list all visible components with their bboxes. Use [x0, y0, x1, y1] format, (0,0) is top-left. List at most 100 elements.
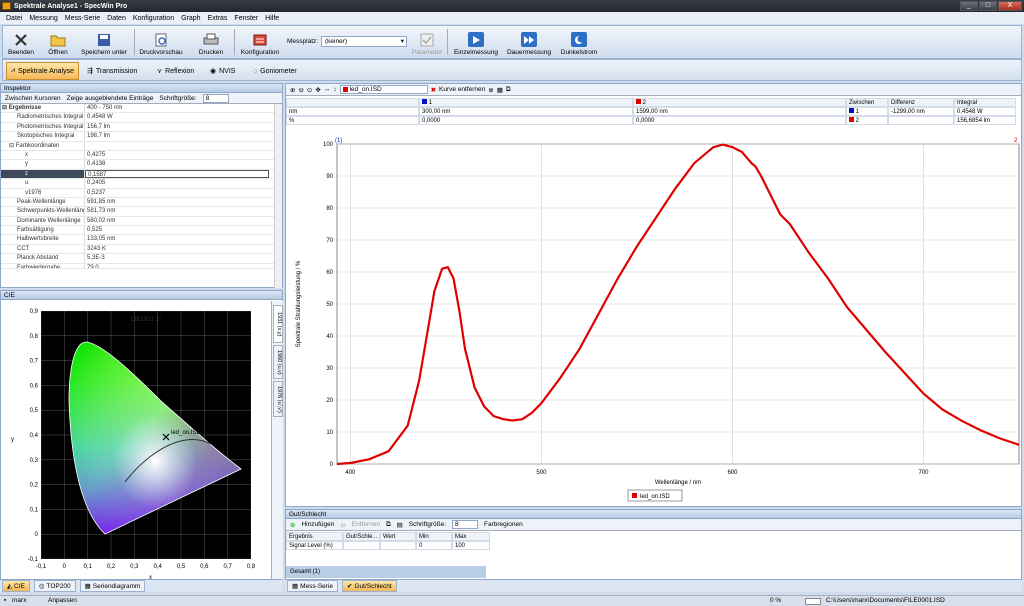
property-row-selected[interactable]: z 0,1587	[1, 169, 282, 180]
cursor1-label[interactable]: (1)	[335, 138, 342, 144]
tab-cie-1931[interactable]: 1931 (x,y)	[273, 305, 283, 343]
zoom-in-icon[interactable]: ⊕	[290, 86, 296, 94]
integral-header: Integral	[954, 98, 1016, 107]
einzelmessung-button[interactable]: Einzelmessung	[451, 27, 501, 58]
property-row[interactable]: Planck Abstand 5,3E-3	[1, 254, 282, 264]
minimize-button[interactable]: _	[960, 1, 978, 11]
tab-cie-1976[interactable]: 1976 (u',v')	[273, 381, 283, 417]
zoom-out-icon[interactable]: ⊖	[298, 86, 304, 94]
inspector-scrollbar[interactable]	[274, 104, 282, 288]
zeige-ausgeblendete-toggle[interactable]: Zeige ausgeblendete Einträge	[66, 94, 154, 102]
cie-y-tick-label: 0,7	[30, 359, 39, 365]
gut-cell-max[interactable]: 100	[452, 541, 490, 550]
menu-daten[interactable]: Daten	[107, 14, 126, 22]
menu-extras[interactable]: Extras	[207, 14, 228, 22]
property-row[interactable]: Photometrisches Integral 156,7 lm	[1, 122, 282, 133]
property-row[interactable]: Dominante Wellenlänge 580,02 nm	[1, 216, 282, 227]
property-row[interactable]: ⊟ Ergebnisse 400 - 750 nm	[1, 104, 282, 114]
gut-header-min: Min	[416, 532, 452, 541]
drucken-button[interactable]: Drucken	[193, 27, 229, 58]
menu-mess-serie[interactable]: Mess-Serie	[64, 14, 101, 22]
entfernen-button[interactable]: Entfernen	[351, 521, 380, 528]
property-row[interactable]: v1976 0,5237	[1, 188, 282, 198]
mode-label: Spektrale Analyse	[17, 67, 74, 75]
integral-row1: 0,4548 W	[954, 107, 1016, 116]
remove-curve-button[interactable]: Kurve entfernen	[439, 86, 486, 93]
parameter-button[interactable]: Parameter	[411, 27, 443, 58]
tab-seriendiagramm[interactable]: ▦ Seriendiagramm	[79, 580, 146, 592]
tab-gut-schlecht[interactable]: ✔ Gut/Schlecht	[342, 580, 397, 592]
property-row[interactable]: Schwerpunkts-Wellenlänge 581,73 nm	[1, 207, 282, 217]
dunkelstrom-button[interactable]: Dunkelstrom	[557, 27, 601, 58]
beenden-button[interactable]: Beenden	[7, 27, 35, 58]
property-row[interactable]: y 0,4138	[1, 160, 282, 170]
property-row[interactable]: Halbwertsbreite 133,05 nm	[1, 235, 282, 245]
crosshair-icon[interactable]: ⊕	[488, 86, 494, 94]
tab-top200[interactable]: ◎ TOP200	[33, 580, 76, 592]
farbregionen-button[interactable]: Farbregionen	[484, 521, 523, 528]
property-row[interactable]: Radiometrisches Integral 0,4548 W	[1, 113, 282, 123]
mode-nvis[interactable]: ◉ NVIS	[206, 62, 239, 80]
dauermessung-button[interactable]: Dauermessung	[505, 27, 553, 58]
menu-datei[interactable]: Datei	[6, 14, 23, 22]
curve-select[interactable]: led_on.ISD	[339, 85, 428, 94]
zoom-fit-icon[interactable]: ⊙	[306, 86, 313, 94]
schriftgroesse-select[interactable]: 8	[202, 93, 229, 103]
add-icon[interactable]: ⊕	[290, 521, 296, 529]
menu-hilfe[interactable]: Hilfe	[265, 14, 280, 22]
mode-spektrale-analyse[interactable]: ⩘ Spektrale Analyse	[6, 62, 79, 80]
einzelmessung-label: Einzelmessung	[453, 49, 499, 56]
mode-transmission[interactable]: ⇶ Transmission	[83, 62, 141, 80]
gut-cell-ergebnis[interactable]: Signal Level (%)	[286, 541, 343, 550]
copy-icon[interactable]: ⧉	[385, 520, 391, 528]
grid-icon[interactable]: ▦	[496, 86, 503, 94]
property-row[interactable]: x 0,4275	[1, 150, 282, 161]
zwischen-kursoren-toggle[interactable]: Zwischen Kursoren	[5, 94, 61, 102]
gut-cell-min[interactable]: 0	[416, 541, 452, 550]
gut-header-gut: Gut/Schle...	[343, 532, 380, 541]
gut-cell-gut[interactable]	[343, 541, 380, 550]
property-row[interactable]: CCT 3243 K	[1, 244, 282, 255]
hinzufuegen-button[interactable]: Hinzufügen	[301, 521, 335, 528]
pan-icon[interactable]: ✥	[315, 86, 321, 94]
menu-messung[interactable]: Messung	[29, 14, 58, 22]
property-row[interactable]: ⊟ Farbkoordinaten	[1, 141, 282, 151]
speichern-button[interactable]: Speichern unter	[77, 27, 131, 58]
konfiguration-button[interactable]: Konfiguration	[238, 27, 282, 58]
zwischen-row1: 1	[846, 107, 888, 116]
property-row[interactable]: Peak-Wellenlänge 591,85 nm	[1, 197, 282, 208]
property-row[interactable]: Farbsättigung 0,525	[1, 226, 282, 236]
property-row[interactable]: u 0,2405	[1, 179, 282, 189]
export-icon[interactable]: ⧉	[505, 85, 511, 93]
menu-konfiguration[interactable]: Konfiguration	[132, 14, 175, 22]
property-row[interactable]: Skotopisches Integral 198,7 lm	[1, 132, 282, 142]
speichern-label: Speichern unter	[81, 49, 127, 56]
oeffnen-button[interactable]: Öffnen	[43, 27, 73, 58]
horizontal-zoom-icon[interactable]: ↔	[323, 86, 331, 93]
table-icon[interactable]: ▤	[396, 521, 403, 529]
cie-y-tick-label: 0,2	[30, 483, 39, 489]
druckvorschau-button[interactable]: Druckvorschau	[137, 27, 185, 58]
mode-goniometer[interactable]: ◌ Goniometer	[249, 62, 301, 80]
gut-schrift-select[interactable]: 8	[452, 520, 479, 529]
mode-reflexion[interactable]: ⋎ Reflexion	[153, 62, 198, 80]
close-button[interactable]: X	[998, 1, 1022, 11]
reflexion-icon: ⋎	[157, 68, 163, 75]
menu-graph[interactable]: Graph	[181, 14, 201, 22]
property-row[interactable]: Farbwiedergabe 79,0	[1, 263, 282, 269]
tab-cie[interactable]: ◭ CIE	[2, 580, 30, 592]
tab-mess-serie[interactable]: ▦ Mess-Serie	[287, 580, 339, 592]
cursor2-label[interactable]: 2	[1014, 138, 1018, 144]
gut-schrift-label: Schriftgröße:	[408, 521, 447, 528]
remove-icon[interactable]: ⊖	[340, 521, 346, 529]
gut-cell-wert[interactable]	[380, 541, 416, 550]
messplatz-select[interactable]: (keiner) ▾	[321, 36, 407, 47]
chart-legend[interactable]	[627, 489, 683, 502]
menu-fenster[interactable]: Fenster	[234, 14, 259, 22]
tab-cie-1960[interactable]: 1960 (u,v)	[273, 345, 283, 379]
vertical-zoom-icon[interactable]: ↕	[333, 86, 337, 93]
maximize-button[interactable]: □	[979, 1, 997, 11]
remove-curve-icon[interactable]: ✖	[430, 86, 437, 94]
status-user: marx	[12, 597, 27, 604]
